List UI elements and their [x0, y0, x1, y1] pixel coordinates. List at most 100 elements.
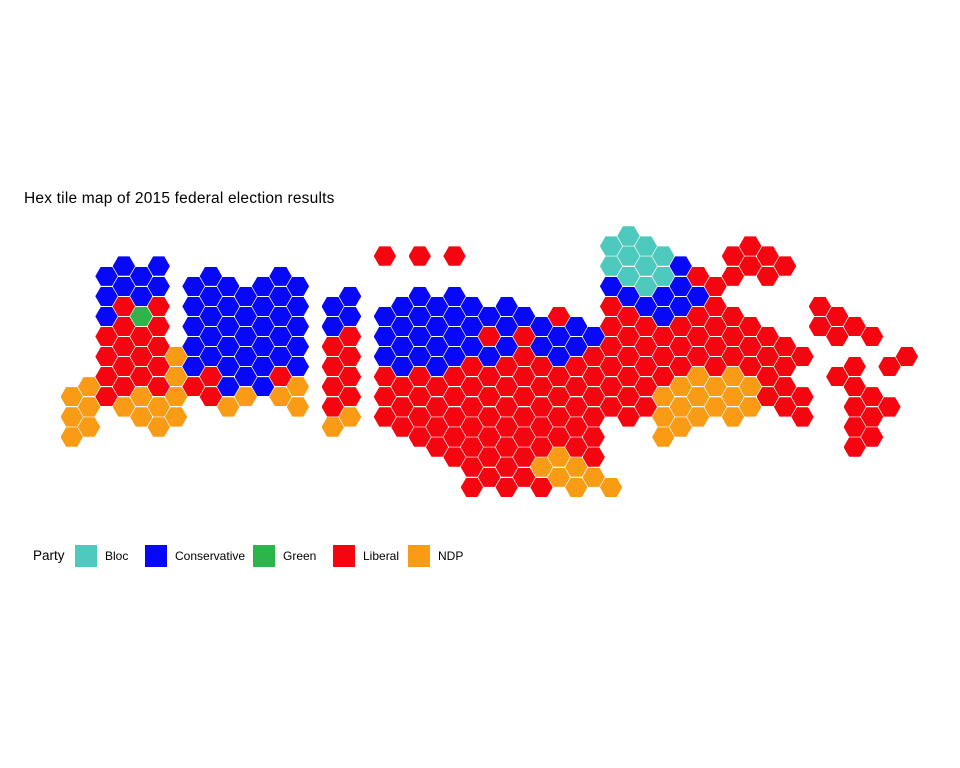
hex-riding-liberal-q41-d3 — [773, 256, 797, 276]
hex-riding-conservative-q4-d6 — [130, 286, 153, 306]
hex-riding-ndp-q6-d16 — [164, 387, 188, 407]
hex-riding-conservative-q20-d10 — [408, 326, 431, 347]
hex-riding-liberal-q44-d10 — [826, 326, 849, 347]
hex-riding-liberal-q25-d19 — [495, 417, 518, 437]
hex-riding-conservative-q11-d11 — [251, 336, 275, 357]
hex-riding-conservative-q9-d9 — [217, 316, 240, 337]
hex-riding-conservative-q11-d7 — [251, 296, 275, 317]
hex-riding-ndp-q4-d16 — [130, 387, 153, 407]
hex-riding-liberal-q33-d17 — [634, 397, 658, 417]
hex-riding-ndp-q30-d24 — [582, 467, 605, 487]
hex-riding-liberal-q39-d3 — [739, 256, 762, 276]
hex-riding-liberal-q25-d25 — [495, 477, 518, 497]
hex-riding-ndp-q35-d19 — [669, 417, 692, 437]
hex-riding-conservative-q9-d7 — [217, 296, 240, 317]
hex-riding-bloc-q33-d1 — [634, 236, 658, 256]
hex-riding-conservative-q13-d5 — [286, 276, 310, 296]
hex-riding-liberal-q23-d15 — [460, 377, 484, 397]
hex-riding-liberal-q23-d25 — [460, 477, 484, 497]
hex-riding-ndp-q0-d16 — [60, 387, 83, 407]
hex-riding-conservative-q23-d7 — [460, 296, 484, 317]
hex-riding-conservative-q22-d12 — [443, 346, 466, 367]
hex-riding-liberal-q41-d15 — [773, 377, 797, 397]
hex-riding-liberal-q8-d16 — [199, 387, 223, 407]
hex-riding-liberal-q5-d9 — [147, 316, 170, 337]
hex-riding-liberal-q19-d17 — [391, 397, 414, 417]
hex-riding-conservative-q27-d11 — [530, 336, 553, 357]
hex-riding-conservative-q19-d13 — [391, 356, 414, 377]
hex-riding-liberal-q22-d16 — [443, 387, 466, 407]
hex-riding-liberal-q26-d14 — [512, 367, 536, 387]
hex-riding-conservative-q20-d12 — [408, 346, 431, 367]
hex-riding-liberal-q40-d16 — [756, 387, 779, 407]
hex-riding-conservative-q28-d10 — [547, 326, 571, 347]
hex-riding-ndp-q1-d15 — [77, 377, 101, 397]
hex-riding-liberal-q29-d21 — [565, 437, 588, 457]
hex-riding-bloc-q32-d4 — [617, 266, 640, 286]
hex-riding-conservative-q16-d8 — [338, 306, 362, 327]
hex-riding-conservative-q18-d12 — [373, 346, 397, 367]
hex-riding-conservative-q18-d8 — [373, 306, 397, 327]
legend-swatch-bloc — [75, 545, 97, 567]
hex-riding-liberal-q8-d14 — [199, 367, 223, 387]
hex-riding-conservative-q24-d8 — [478, 306, 501, 327]
hex-riding-liberal-q31-d13 — [599, 356, 623, 377]
hex-riding-conservative-q8-d10 — [199, 326, 223, 347]
hex-riding-liberal-q46-d16 — [860, 387, 884, 407]
hex-riding-ndp-q37-d15 — [704, 377, 727, 397]
hex-riding-ndp-q29-d23 — [565, 457, 588, 477]
hex-riding-conservative-q34-d6 — [652, 286, 675, 306]
hex-riding-liberal-q21-d21 — [425, 437, 449, 457]
hex-riding-liberal-q40-d2 — [756, 246, 779, 266]
hex-riding-liberal-q34-d14 — [652, 367, 675, 387]
hex-riding-liberal-q31-d11 — [599, 336, 623, 357]
hex-riding-conservative-q24-d12 — [478, 346, 501, 367]
hex-riding-ndp-q29-d25 — [565, 477, 588, 497]
hex-riding-ndp-q28-d22 — [547, 447, 571, 467]
hex-riding-liberal-q5-d11 — [147, 336, 170, 357]
hex-riding-ndp-q4-d18 — [130, 407, 153, 427]
hex-riding-liberal-q22-d14 — [443, 367, 466, 387]
hex-riding-liberal-q15-d13 — [321, 356, 344, 377]
hex-riding-liberal-q35-d9 — [669, 316, 692, 337]
hex-riding-ndp-q0-d20 — [60, 427, 83, 447]
hex-riding-liberal-q21-d17 — [425, 397, 449, 417]
hex-riding-conservative-q13-d9 — [286, 316, 310, 337]
hex-riding-liberal-q24-d22 — [478, 447, 501, 467]
hex-riding-liberal-q16-d14 — [338, 367, 362, 387]
hex-riding-liberal-q32-d16 — [617, 387, 640, 407]
hex-riding-liberal-q18-d16 — [373, 387, 397, 407]
hex-riding-liberal-q30-d14 — [582, 367, 605, 387]
hex-riding-ndp-q39-d17 — [739, 397, 762, 417]
hex-riding-ndp-q38-d16 — [721, 387, 745, 407]
legend-title: Party — [33, 548, 65, 563]
hex-riding-liberal-q39-d13 — [739, 356, 762, 377]
hex-riding-liberal-q30-d12 — [582, 346, 605, 367]
hex-riding-liberal-q33-d11 — [634, 336, 658, 357]
hex-riding-liberal-q3-d9 — [112, 316, 136, 337]
hex-riding-conservative-q23-d11 — [460, 336, 484, 357]
hex-riding-liberal-q22-d20 — [443, 427, 466, 447]
hex-riding-liberal-q33-d13 — [634, 356, 658, 377]
hex-riding-conservative-q33-d7 — [634, 296, 658, 317]
hex-riding-liberal-q24-d14 — [478, 367, 501, 387]
legend: Party Bloc Conservative Green Liberal NDP — [0, 544, 960, 574]
hex-riding-liberal-q27-d25 — [530, 477, 553, 497]
hex-riding-conservative-q19-d9 — [391, 316, 414, 337]
hex-riding-liberal-q21-d15 — [425, 377, 449, 397]
hex-riding-liberal-q2-d12 — [95, 346, 118, 367]
hex-riding-conservative-q12-d6 — [269, 286, 292, 306]
hex-riding-conservative-q10-d14 — [234, 367, 257, 387]
hex-riding-conservative-q8-d6 — [199, 286, 223, 306]
hex-riding-liberal-q32-d8 — [617, 306, 640, 327]
hex-riding-liberal-q32-d18 — [617, 407, 640, 427]
hex-riding-liberal-q39-d11 — [739, 336, 762, 357]
hex-riding-liberal-q5-d13 — [147, 356, 170, 377]
hex-riding-ndp-q38-d18 — [721, 407, 745, 427]
hex-riding-conservative-q10-d12 — [234, 346, 257, 367]
hex-riding-liberal-q27-d17 — [530, 397, 553, 417]
hex-riding-liberal-q41-d17 — [773, 397, 797, 417]
hex-riding-conservative-q25-d9 — [495, 316, 518, 337]
hex-riding-conservative-q20-d6 — [408, 286, 431, 306]
